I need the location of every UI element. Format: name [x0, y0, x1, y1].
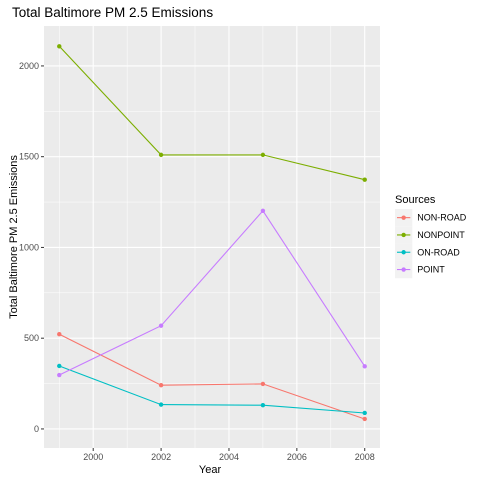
- data-point-non-road: [57, 331, 62, 337]
- data-point-point: [362, 364, 367, 369]
- legend-key-point: [401, 267, 406, 272]
- y-tick-label: 500: [24, 333, 39, 343]
- data-point-non-road: [158, 382, 164, 388]
- data-point-on-road: [260, 402, 266, 408]
- series-line-point: [59, 209, 366, 376]
- x-tick-label: 2002: [151, 452, 171, 462]
- data-point-point: [57, 372, 62, 378]
- legend-label: ON-ROAD: [417, 247, 460, 257]
- y-axis-title: Total Baltimore PM 2.5 Emissions: [8, 155, 20, 319]
- legend-label: NON-ROAD: [417, 213, 466, 223]
- x-axis-title: Year: [199, 464, 222, 476]
- y-tick-label: 0: [34, 424, 39, 434]
- y-tick-label: 1000: [19, 242, 39, 252]
- data-point-on-road: [57, 363, 62, 369]
- x-tick-label: 2000: [83, 452, 103, 462]
- minor-gridlines: [44, 26, 380, 448]
- y-tick-label: 2000: [19, 61, 39, 71]
- x-tick-label: 2006: [287, 452, 307, 462]
- series-line-non-road: [59, 333, 365, 420]
- data-point-on-road: [158, 402, 164, 407]
- series-non-road: [57, 331, 367, 422]
- legend-item-point: POINT: [395, 260, 445, 279]
- series-line-on-road: [59, 365, 365, 414]
- legend-key-point: [401, 215, 406, 220]
- data-point-nonpoint: [260, 152, 266, 158]
- legend: Sources NON-ROAD NONPOINT ON-ROAD POINT: [395, 194, 467, 279]
- legend-item-nonpoint: NONPOINT: [395, 226, 465, 244]
- data-point-point: [260, 208, 266, 213]
- plot-panel: [44, 26, 380, 448]
- series-line-nonpoint: [58, 45, 365, 181]
- legend-key-point: [401, 250, 406, 255]
- data-point-point: [158, 323, 164, 328]
- data-point-nonpoint: [362, 177, 367, 182]
- series-layer: [57, 44, 367, 422]
- data-point-nonpoint: [57, 44, 62, 49]
- y-tick-label: 1500: [19, 152, 39, 162]
- x-tick-label: 2008: [355, 452, 375, 462]
- data-point-non-road: [362, 416, 367, 422]
- series-nonpoint: [57, 44, 367, 182]
- x-tick-label: 2004: [219, 452, 239, 462]
- series-on-road: [57, 363, 367, 416]
- legend-item-non-road: NON-ROAD: [395, 209, 467, 227]
- legend-title: Sources: [395, 194, 436, 206]
- data-point-non-road: [260, 381, 266, 387]
- data-point-nonpoint: [158, 152, 164, 158]
- major-gridlines: [44, 26, 380, 448]
- legend-key-point: [401, 232, 406, 238]
- chart-title: Total Baltimore PM 2.5 Emissions: [12, 5, 213, 20]
- y-axis-ticks: 0 500 1000 1500 2000: [19, 61, 44, 434]
- legend-item-on-road: ON-ROAD: [395, 243, 460, 261]
- series-point: [57, 208, 367, 378]
- legend-label: POINT: [417, 265, 445, 275]
- data-point-on-road: [362, 410, 367, 416]
- legend-label: NONPOINT: [417, 230, 465, 240]
- x-axis-ticks: 2000 2002 2004 2006 2008: [83, 448, 375, 462]
